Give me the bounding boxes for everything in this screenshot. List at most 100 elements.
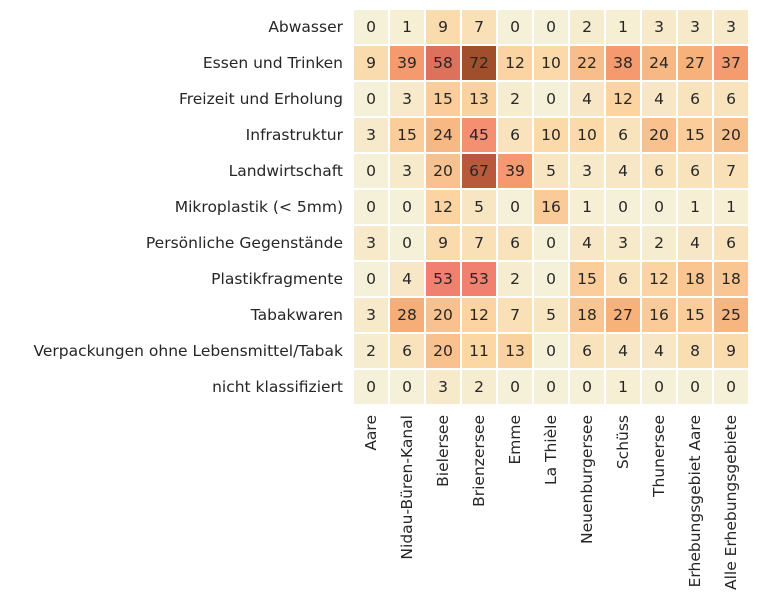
- heatmap-cell: [676, 296, 714, 334]
- row-label: Plastikfragmente: [211, 270, 343, 288]
- cell-value-label: 0: [366, 270, 376, 288]
- heatmap-cell: [532, 224, 570, 262]
- cell-value-label: 4: [690, 234, 700, 252]
- cell-value-label: 6: [510, 234, 520, 252]
- heatmap-cell: [388, 260, 426, 298]
- cell-value-label: 0: [510, 198, 520, 216]
- cell-value-label: 0: [546, 18, 556, 36]
- cell-value-label: 12: [433, 198, 453, 216]
- cell-value-label: 0: [510, 378, 520, 396]
- heatmap-cell: [640, 332, 678, 370]
- column-label: Bielersee: [434, 415, 452, 487]
- heatmap-cell: [640, 44, 678, 82]
- heatmap-cell: [712, 188, 750, 226]
- heatmap-cell: [352, 80, 390, 118]
- cell-value-label: 53: [469, 270, 489, 288]
- heatmap-cell: [460, 332, 498, 370]
- heatmap-cell: [424, 224, 462, 262]
- heatmap-cell: [712, 44, 750, 82]
- heatmap-cell: [604, 8, 642, 46]
- heatmap-cell: [352, 260, 390, 298]
- row-label: nicht klassifiziert: [212, 378, 343, 396]
- cell-value-label: 4: [654, 342, 664, 360]
- heatmap-cell: [532, 188, 570, 226]
- cell-value-label: 25: [721, 306, 741, 324]
- cell-value-label: 6: [690, 162, 700, 180]
- heatmap-cell: [604, 296, 642, 334]
- cell-value-label: 12: [649, 270, 669, 288]
- cell-value-label: 6: [690, 90, 700, 108]
- heatmap-cell: [496, 260, 534, 298]
- cell-value-label: 0: [618, 198, 628, 216]
- cell-value-label: 6: [726, 234, 736, 252]
- cell-value-label: 6: [402, 342, 412, 360]
- cell-value-label: 53: [433, 270, 453, 288]
- heatmap-cell: [496, 44, 534, 82]
- cell-value-label: 0: [402, 198, 412, 216]
- column-label: Nidau-Büren-Kanal: [398, 415, 416, 560]
- cell-value-label: 5: [474, 198, 484, 216]
- cell-value-label: 20: [649, 126, 669, 144]
- cell-value-label: 3: [366, 234, 376, 252]
- row-label: Infrastruktur: [246, 126, 344, 144]
- heatmap-cell: [604, 44, 642, 82]
- row-label: Freizeit und Erholung: [179, 90, 343, 108]
- row-label: Mikroplastik (< 5mm): [175, 198, 343, 216]
- heatmap-cell: [640, 80, 678, 118]
- cell-value-label: 1: [582, 198, 592, 216]
- cell-value-label: 0: [582, 378, 592, 396]
- cell-value-label: 7: [726, 162, 736, 180]
- cell-value-label: 38: [613, 54, 633, 72]
- cell-value-label: 6: [618, 126, 628, 144]
- cell-value-label: 3: [690, 18, 700, 36]
- cell-value-label: 16: [649, 306, 669, 324]
- cell-value-label: 4: [654, 90, 664, 108]
- heatmap-cell: [676, 8, 714, 46]
- cell-value-label: 2: [654, 234, 664, 252]
- row-label: Essen und Trinken: [203, 54, 343, 72]
- cell-value-label: 6: [618, 270, 628, 288]
- heatmap-cell: [388, 224, 426, 262]
- cell-value-label: 2: [366, 342, 376, 360]
- cell-value-label: 3: [438, 378, 448, 396]
- column-labels: Aare Nidau-Büren-Kanal Bielersee Brienzerse…: [362, 415, 740, 590]
- cell-value-label: 9: [726, 342, 736, 360]
- heatmap-cell: [424, 296, 462, 334]
- cell-value-label: 0: [546, 270, 556, 288]
- cell-value-label: 20: [433, 306, 453, 324]
- heatmap-cell: [460, 260, 498, 298]
- cell-value-label: 7: [474, 18, 484, 36]
- cell-value-label: 9: [438, 234, 448, 252]
- cell-value-label: 5: [546, 306, 556, 324]
- cell-value-label: 3: [402, 162, 412, 180]
- cell-value-label: 0: [654, 198, 664, 216]
- cell-value-label: 4: [402, 270, 412, 288]
- row-labels: Abwasser Essen und Trinken Freizeit und Er…: [33, 18, 343, 396]
- cell-value-label: 2: [510, 90, 520, 108]
- cell-value-label: 18: [577, 306, 597, 324]
- cell-value-label: 2: [474, 378, 484, 396]
- heatmap-cell: [712, 260, 750, 298]
- cell-value-label: 5: [546, 162, 556, 180]
- cell-value-label: 0: [690, 378, 700, 396]
- column-label: Thunersee: [650, 415, 668, 498]
- cell-value-label: 28: [397, 306, 417, 324]
- heatmap-cell: [712, 368, 750, 406]
- heatmap-cell: [496, 332, 534, 370]
- cell-value-label: 20: [433, 162, 453, 180]
- heatmap-cell: [712, 224, 750, 262]
- heatmap-cell: [388, 368, 426, 406]
- cell-value-label: 15: [685, 306, 705, 324]
- cell-value-label: 0: [402, 378, 412, 396]
- heatmap-cell: [460, 188, 498, 226]
- cell-value-label: 7: [474, 234, 484, 252]
- cell-value-label: 16: [541, 198, 561, 216]
- column-label: Neuenburgersee: [578, 415, 596, 544]
- cell-value-label: 45: [469, 126, 489, 144]
- heatmap-cell: [640, 188, 678, 226]
- cell-value-label: 6: [726, 90, 736, 108]
- cell-value-label: 0: [546, 378, 556, 396]
- cell-value-label: 24: [649, 54, 669, 72]
- heatmap-cell: [352, 368, 390, 406]
